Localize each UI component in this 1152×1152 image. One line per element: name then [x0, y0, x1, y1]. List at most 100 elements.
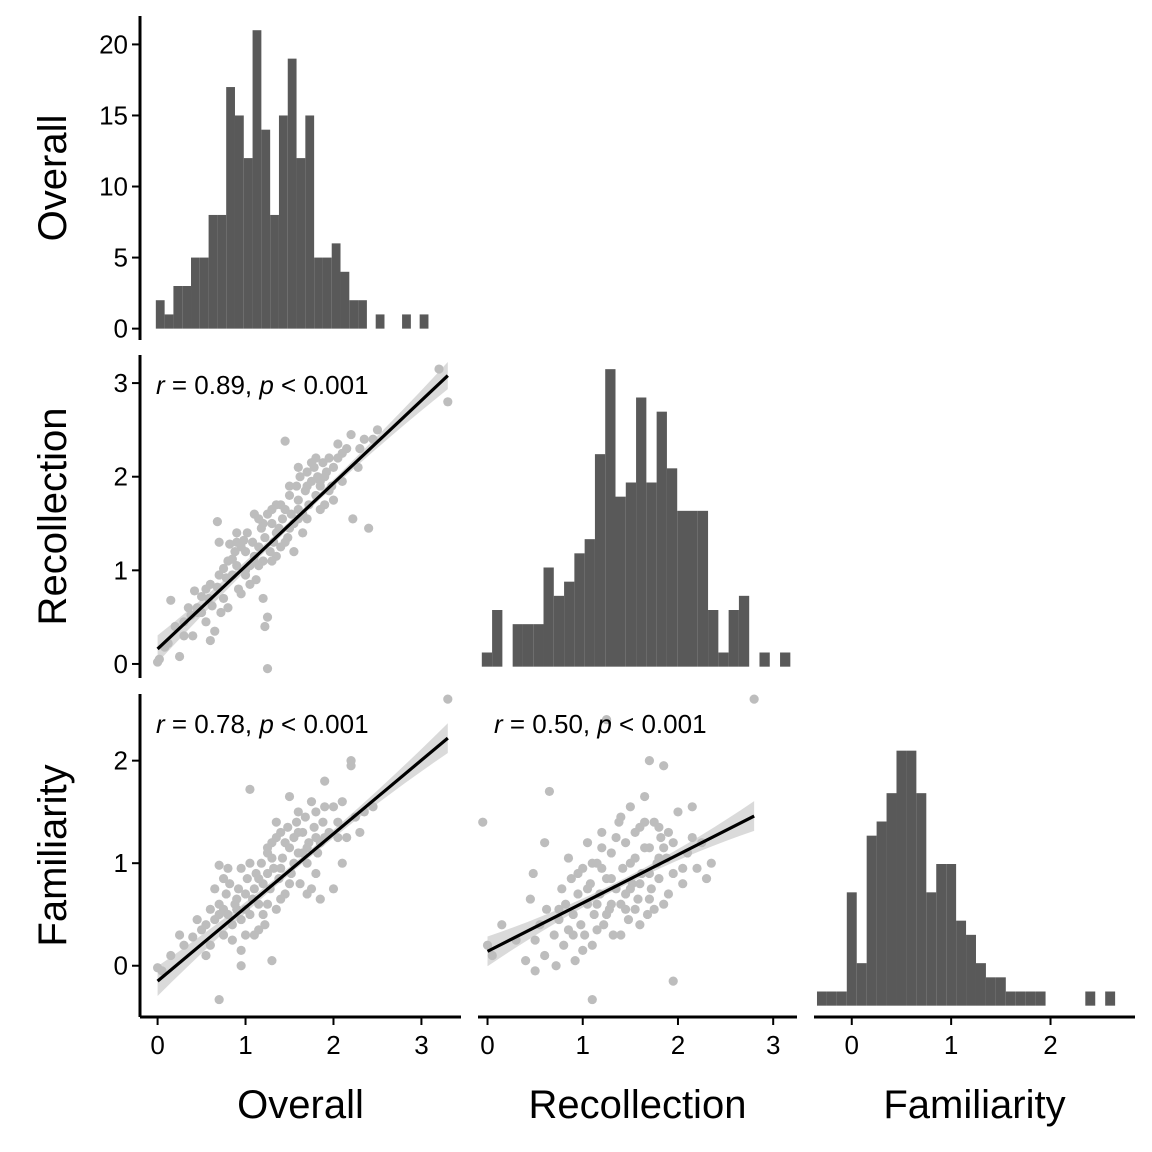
histogram-bar [896, 750, 907, 1006]
data-point [530, 966, 540, 976]
x-tick-label: 0 [845, 1030, 859, 1060]
scatter-overall-familiarity: r = 0.78, p < 0.001 [152, 694, 453, 1005]
data-point [262, 868, 273, 879]
data-point [223, 863, 233, 873]
data-point [276, 827, 286, 838]
histogram-bar [182, 286, 192, 329]
data-point [654, 873, 664, 884]
data-point [668, 976, 678, 986]
data-point [189, 586, 200, 596]
histogram-bar [1005, 991, 1016, 1006]
data-point [625, 802, 635, 812]
data-point [654, 822, 664, 832]
data-point [678, 879, 688, 889]
histogram-bar [543, 567, 554, 667]
histogram-bar [759, 652, 770, 667]
data-point [183, 603, 193, 613]
histogram-bar [636, 397, 647, 667]
data-point [293, 807, 303, 817]
data-point [293, 462, 303, 472]
histogram-bar [926, 892, 937, 1006]
data-point [597, 827, 607, 838]
annotation-r: r [156, 709, 166, 739]
data-point [236, 945, 246, 955]
data-point [284, 481, 295, 491]
data-point [668, 868, 678, 879]
data-point [293, 504, 303, 515]
count-y-axis: 0 5 10 15 20 [99, 29, 140, 344]
data-point [258, 593, 268, 604]
data-point [328, 462, 339, 472]
data-point [640, 817, 650, 827]
histogram-bar [677, 510, 688, 667]
annotation-r-value: = 0.50, [503, 709, 598, 739]
data-point [218, 563, 229, 574]
data-point [348, 514, 358, 524]
data-point [179, 940, 189, 950]
data-point [293, 827, 303, 838]
annotation-r: r [494, 709, 504, 739]
histogram-bar [481, 652, 493, 667]
data-point [214, 860, 224, 870]
data-point [333, 832, 343, 843]
recollection-y-axis: 0 1 2 3 [114, 368, 140, 679]
data-point [687, 832, 697, 843]
data-point [236, 914, 246, 925]
data-point [218, 593, 229, 604]
data-point [587, 940, 597, 950]
data-point [223, 603, 233, 613]
familiarity-y-axis: 0 1 2 [114, 746, 140, 981]
data-point [521, 956, 531, 966]
histogram-bar [916, 793, 927, 1006]
data-point [692, 863, 702, 873]
data-point [554, 904, 564, 914]
histogram-bar [697, 510, 709, 667]
y-tick-label: 1 [114, 848, 128, 878]
histogram-bar [402, 314, 411, 329]
data-point [587, 858, 597, 868]
histogram-bar [322, 257, 332, 329]
data-point [541, 904, 552, 914]
histogram-bar [946, 864, 957, 1006]
data-point [528, 868, 538, 879]
histogram-bar [261, 129, 271, 329]
data-point [625, 858, 635, 868]
annotation-p: p [258, 709, 273, 739]
histogram-bar [305, 115, 315, 329]
histogram-familiarity [816, 750, 1116, 1006]
data-point [174, 651, 185, 662]
y-axis-title: Familiarity [31, 764, 75, 946]
x-axis-title: Familiarity [883, 1083, 1065, 1127]
histogram-bar [866, 835, 877, 1006]
data-point [179, 631, 189, 641]
data-point [630, 827, 640, 838]
data-point [557, 884, 567, 894]
data-point [302, 481, 312, 491]
annotation-r-value: = 0.89, [165, 370, 260, 400]
data-point [482, 940, 493, 950]
data-point [582, 838, 593, 848]
annotation-p-value: < 0.001 [274, 709, 369, 739]
y-tick-label: 15 [99, 100, 128, 130]
data-point [659, 843, 669, 853]
data-point [221, 889, 231, 899]
data-point [249, 884, 259, 894]
histogram-bar [856, 963, 867, 1006]
histogram-bar [419, 314, 429, 329]
data-point [302, 889, 312, 899]
data-point [749, 694, 759, 704]
data-point [291, 481, 302, 491]
histogram-bar [687, 510, 698, 667]
data-point [573, 889, 583, 899]
data-point [328, 802, 339, 812]
data-point [267, 518, 277, 529]
histogram-bar [708, 610, 719, 667]
histogram-overall [155, 30, 429, 329]
data-point [302, 514, 312, 524]
y-tick-label: 1 [114, 555, 128, 585]
data-point [678, 863, 688, 873]
data-point [635, 879, 645, 889]
data-point [540, 950, 550, 961]
data-point [227, 935, 237, 945]
data-point [223, 909, 233, 920]
